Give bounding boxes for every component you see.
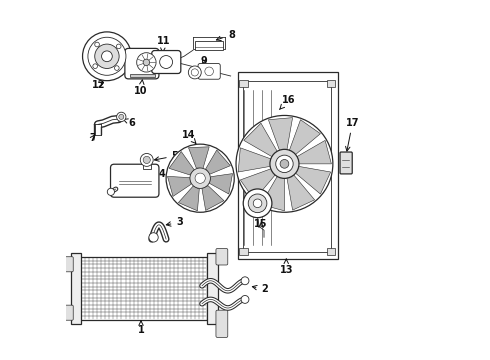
Circle shape bbox=[195, 173, 205, 183]
FancyBboxPatch shape bbox=[111, 164, 159, 197]
FancyBboxPatch shape bbox=[152, 50, 181, 73]
Circle shape bbox=[241, 296, 249, 303]
Circle shape bbox=[95, 44, 119, 68]
Circle shape bbox=[82, 32, 131, 81]
Circle shape bbox=[253, 199, 262, 208]
Polygon shape bbox=[168, 176, 191, 197]
Circle shape bbox=[93, 64, 98, 68]
Text: 1: 1 bbox=[138, 321, 145, 334]
FancyBboxPatch shape bbox=[198, 63, 220, 79]
Circle shape bbox=[276, 155, 293, 172]
Circle shape bbox=[190, 168, 210, 188]
Bar bbox=[80, 257, 207, 320]
Bar bbox=[143, 162, 151, 168]
Polygon shape bbox=[244, 123, 278, 157]
Circle shape bbox=[205, 67, 214, 76]
Text: 3: 3 bbox=[166, 217, 183, 227]
Text: 15: 15 bbox=[254, 219, 268, 229]
Polygon shape bbox=[189, 147, 209, 168]
Circle shape bbox=[270, 149, 299, 179]
Circle shape bbox=[95, 42, 99, 47]
Circle shape bbox=[166, 144, 234, 212]
Text: 10: 10 bbox=[134, 80, 148, 96]
Polygon shape bbox=[287, 175, 315, 210]
Text: 6: 6 bbox=[123, 118, 135, 128]
FancyBboxPatch shape bbox=[340, 152, 352, 174]
Text: 4: 4 bbox=[147, 169, 165, 181]
Circle shape bbox=[188, 66, 201, 79]
FancyBboxPatch shape bbox=[65, 257, 73, 272]
Circle shape bbox=[117, 112, 126, 122]
Polygon shape bbox=[297, 140, 331, 164]
Text: 16: 16 bbox=[279, 95, 295, 109]
Bar bbox=[207, 253, 218, 324]
Bar bbox=[129, 74, 155, 77]
Circle shape bbox=[160, 55, 172, 68]
Bar bbox=[195, 41, 223, 50]
Circle shape bbox=[191, 69, 198, 76]
Polygon shape bbox=[238, 148, 272, 172]
Circle shape bbox=[241, 277, 249, 285]
Circle shape bbox=[107, 188, 115, 195]
Circle shape bbox=[243, 189, 272, 218]
Circle shape bbox=[101, 51, 112, 62]
Polygon shape bbox=[169, 152, 194, 175]
Text: 8: 8 bbox=[217, 30, 235, 41]
Polygon shape bbox=[240, 168, 275, 200]
Text: 11: 11 bbox=[156, 36, 170, 52]
Polygon shape bbox=[206, 150, 230, 174]
Circle shape bbox=[143, 156, 150, 163]
Circle shape bbox=[149, 233, 158, 242]
Text: 5: 5 bbox=[154, 151, 178, 161]
Text: 13: 13 bbox=[279, 259, 293, 275]
Polygon shape bbox=[269, 118, 293, 150]
FancyBboxPatch shape bbox=[125, 48, 159, 79]
Text: 14: 14 bbox=[182, 130, 196, 143]
Circle shape bbox=[280, 159, 289, 168]
Polygon shape bbox=[209, 174, 233, 194]
Circle shape bbox=[140, 153, 153, 166]
Circle shape bbox=[248, 194, 267, 213]
Circle shape bbox=[143, 59, 149, 66]
Circle shape bbox=[117, 44, 121, 49]
Circle shape bbox=[119, 114, 124, 120]
Text: 12: 12 bbox=[92, 80, 105, 90]
Text: 7: 7 bbox=[89, 133, 96, 143]
Bar bbox=[71, 253, 81, 324]
Text: 17: 17 bbox=[345, 118, 359, 151]
Bar bbox=[327, 248, 335, 255]
Text: 2: 2 bbox=[252, 284, 268, 294]
Circle shape bbox=[88, 37, 126, 75]
Circle shape bbox=[115, 66, 119, 70]
Text: 9: 9 bbox=[200, 56, 207, 66]
Circle shape bbox=[236, 116, 333, 212]
FancyBboxPatch shape bbox=[65, 305, 73, 320]
FancyBboxPatch shape bbox=[216, 248, 228, 265]
Polygon shape bbox=[290, 120, 320, 155]
Bar bbox=[327, 80, 335, 87]
Polygon shape bbox=[295, 166, 331, 194]
FancyBboxPatch shape bbox=[216, 310, 228, 337]
Polygon shape bbox=[238, 72, 338, 259]
Bar bbox=[239, 80, 247, 87]
Circle shape bbox=[137, 53, 156, 72]
Polygon shape bbox=[178, 186, 199, 211]
Polygon shape bbox=[261, 176, 285, 211]
Polygon shape bbox=[202, 186, 224, 211]
Bar bbox=[243, 81, 331, 252]
Bar bbox=[239, 248, 247, 255]
